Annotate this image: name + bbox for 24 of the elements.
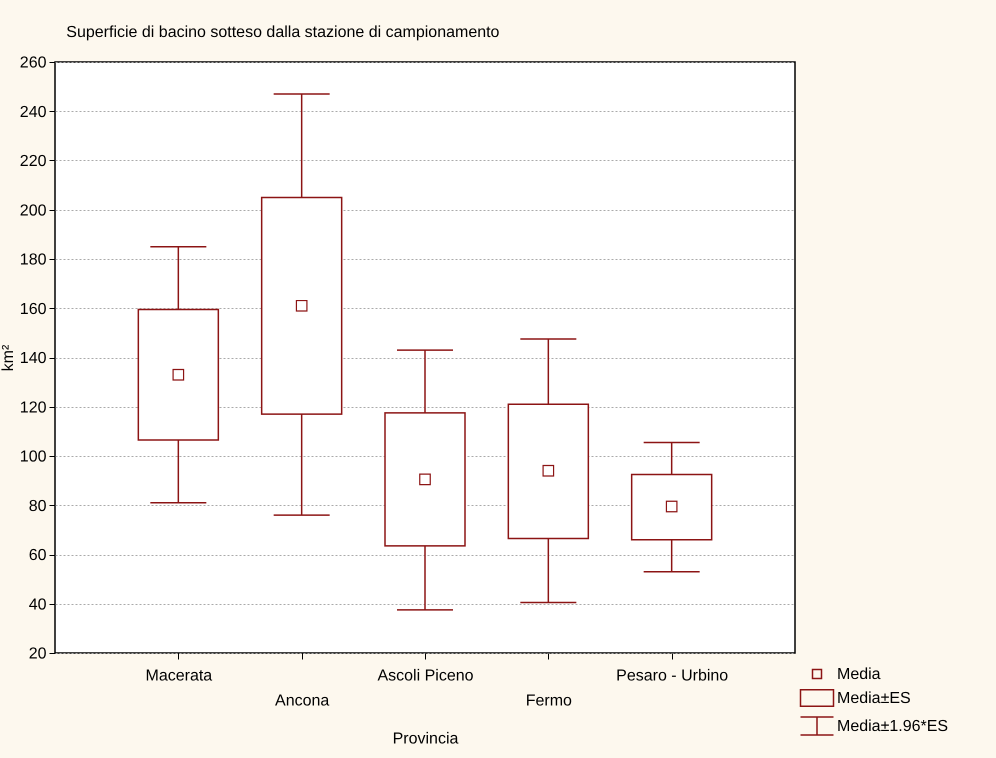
y-tick-label: 160: [20, 300, 47, 318]
y-tick-label: 20: [28, 646, 47, 662]
x-tick-label: Fermo: [526, 692, 572, 710]
chart-title: Superficie di bacino sotteso dalla stazione di campionamento: [66, 24, 500, 41]
y-axis-title: km²: [0, 344, 17, 372]
y-tick-label: 140: [20, 350, 47, 367]
y-tick-label: 220: [20, 153, 47, 170]
y-tick-label: 40: [28, 596, 47, 614]
x-tick-label: Pesaro - Urbino: [616, 668, 728, 684]
y-tick-label: 80: [28, 498, 47, 515]
text: Media±1.96*ES: [837, 718, 948, 735]
y-tick-label: 60: [28, 547, 47, 564]
y-tick-label: 180: [20, 252, 47, 268]
legend-label: Media±ES: [837, 690, 911, 707]
y-tick-label: 240: [20, 104, 47, 121]
y-tick-label: 260: [20, 54, 47, 72]
text: Media: [837, 666, 881, 683]
x-tick-label: Macerata: [145, 668, 212, 684]
y-tick-label: 120: [20, 399, 47, 416]
x-axis-title: Provincia: [392, 730, 458, 748]
x-tick-label: Ancona: [275, 692, 330, 710]
x-tick-label: Ascoli Piceno: [377, 668, 474, 684]
y-tick-label: 200: [20, 202, 47, 220]
y-tick-label: 100: [20, 448, 47, 466]
